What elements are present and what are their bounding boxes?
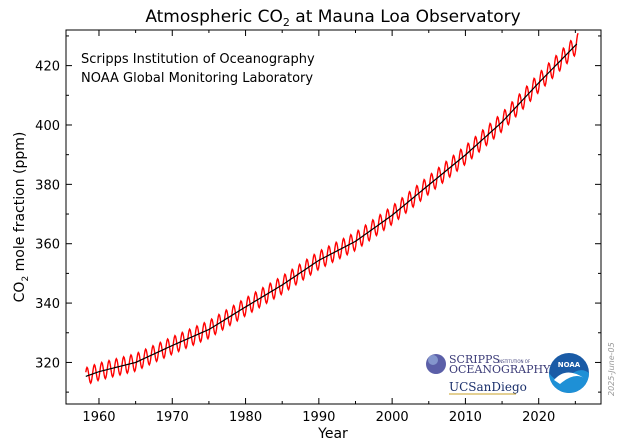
- y-tick-label: 420: [35, 60, 60, 75]
- x-tick-label: 1990: [302, 410, 335, 425]
- date-stamp: 2025-June-05: [607, 342, 616, 396]
- x-axis-label: Year: [317, 426, 348, 442]
- noaa-logo-text: NOAA: [558, 361, 581, 369]
- ucsd-logo-text: UCSanDiego: [449, 380, 527, 394]
- plot-frame: [65, 29, 602, 405]
- monthly-mean-line: [85, 33, 579, 385]
- y-tick-label: 380: [35, 178, 60, 193]
- chart-title: Atmospheric CO2 at Mauna Loa Observatory: [145, 7, 520, 29]
- ucsd-logo: UCSanDiego: [449, 380, 527, 395]
- y-axis-label: CO2 mole fraction (ppm): [12, 132, 31, 303]
- trend-line: [85, 43, 578, 377]
- scripps-logo-line1-small: INSTITUTION OF: [498, 359, 531, 364]
- x-tick-label: 2010: [449, 410, 482, 425]
- x-axis: 1960 1970 1980 1990 2000 2010 2020: [82, 30, 576, 425]
- y-tick-label: 400: [35, 119, 60, 134]
- y-axis: 320 340 360 380 400 420: [35, 35, 601, 393]
- x-tick-label: 1970: [156, 410, 189, 425]
- scripps-logo-line2: OCEANOGRAPHY: [449, 363, 551, 376]
- scripps-logo-line1: SCRIPPS: [449, 353, 500, 366]
- x-tick-label: 2020: [522, 410, 555, 425]
- x-tick-label: 1960: [82, 410, 115, 425]
- scripps-logo: SCRIPPS INSTITUTION OF OCEANOGRAPHY: [426, 353, 551, 376]
- y-tick-label: 340: [35, 297, 60, 312]
- annotation-noaa: NOAA Global Monitoring Laboratory: [81, 71, 313, 86]
- noaa-logo: NOAA: [549, 353, 589, 393]
- y-tick-label: 320: [35, 356, 60, 371]
- y-tick-label: 360: [35, 238, 60, 253]
- x-tick-label: 2000: [376, 410, 409, 425]
- series-layer: [85, 33, 579, 385]
- x-tick-label: 1980: [229, 410, 262, 425]
- annotation-scripps: Scripps Institution of Oceanography: [81, 52, 315, 67]
